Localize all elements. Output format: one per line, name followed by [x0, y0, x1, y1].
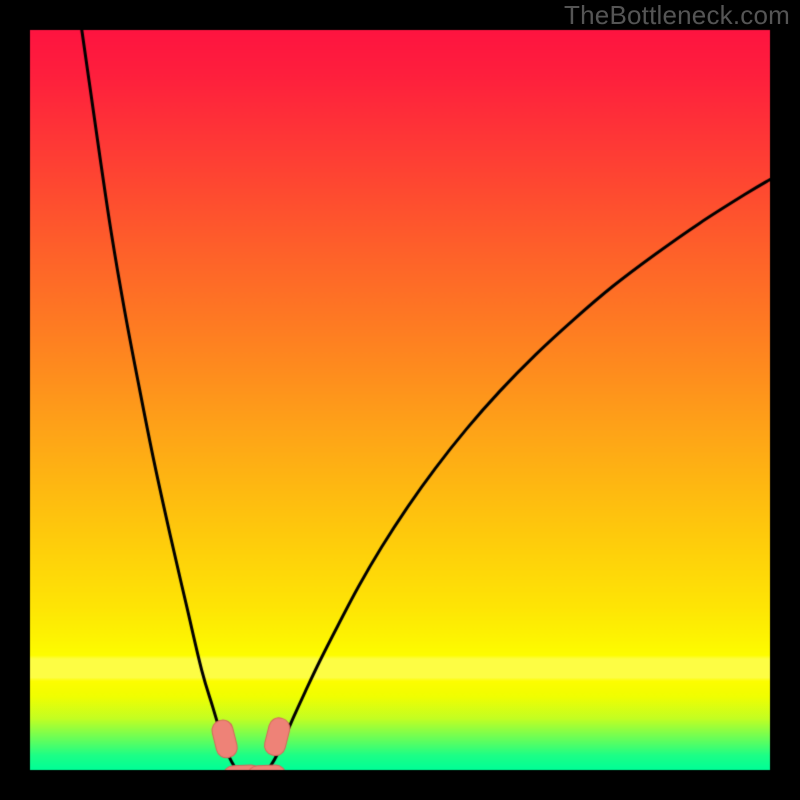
watermark-text: TheBottleneck.com [564, 0, 790, 31]
chart-canvas [0, 0, 800, 800]
chart-stage: TheBottleneck.com [0, 0, 800, 800]
